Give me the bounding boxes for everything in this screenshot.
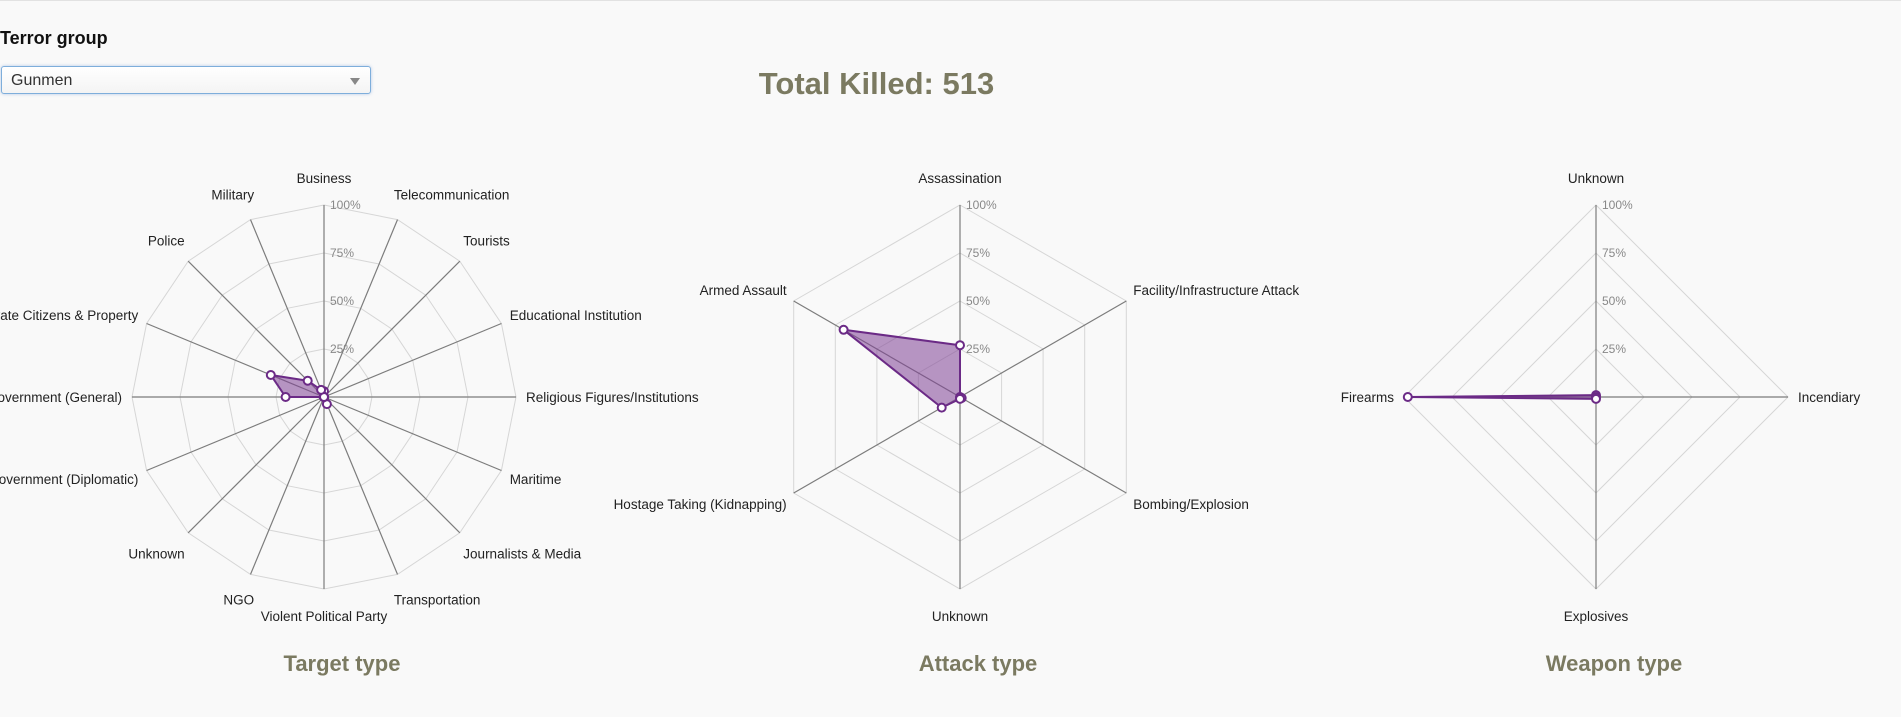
axis-label-incendiary: Incendiary xyxy=(1798,390,1861,405)
axis-label-telecommunication: Telecommunication xyxy=(394,187,510,202)
radar-chart-target-type: 25% 50% 75% 100% Business Telecommunication To… xyxy=(0,171,699,676)
tick-label: 75% xyxy=(330,246,354,260)
tick-label: 100% xyxy=(966,198,997,212)
axis-label-police: Police xyxy=(148,234,185,249)
data-point-explosives[interactable] xyxy=(1591,393,1601,404)
axis-label-military: Military xyxy=(211,187,254,202)
top-border xyxy=(0,0,1901,1)
data-point-hostage-taking-kidnapping[interactable] xyxy=(936,402,947,413)
radar-chart-attack-type: 25% 50% 75% 100% Assassination Facility/Infra… xyxy=(614,171,1300,676)
axis-label-violent-political-party: Violent Political Party xyxy=(261,609,388,624)
axis-spoke xyxy=(146,396,325,472)
axis-label-journalists-media: Journalists & Media xyxy=(463,546,581,561)
axis-spoke xyxy=(323,322,502,398)
data-point-firearms[interactable] xyxy=(1402,392,1413,402)
tick-label: 75% xyxy=(966,246,990,260)
axis-label-unknown: Unknown xyxy=(932,609,988,624)
terror-group-select-value: Gunmen xyxy=(11,72,73,89)
axis-spoke xyxy=(793,396,961,494)
axis-label-firearms: Firearms xyxy=(1341,390,1394,405)
axis-label-government-general: Government (General) xyxy=(0,390,122,405)
chart-title-attack-type: Attack type xyxy=(919,651,1038,676)
axis-label-government-diplomatic: Government (Diplomatic) xyxy=(0,472,138,487)
data-point-armed-assault[interactable] xyxy=(838,324,849,335)
axis-spoke xyxy=(249,396,325,575)
axis-label-assassination: Assassination xyxy=(918,171,1001,186)
tick-label: 25% xyxy=(330,342,354,356)
axis-spoke xyxy=(249,219,325,398)
axis-label-religious-figures-institutions: Religious Figures/Institutions xyxy=(526,390,699,405)
axis-spoke xyxy=(323,219,399,398)
axis-label-hostage-taking-kidnapping: Hostage Taking (Kidnapping) xyxy=(614,497,787,512)
tick-label: 25% xyxy=(1602,342,1626,356)
axis-spoke xyxy=(187,260,325,398)
chevron-down-icon xyxy=(350,78,360,85)
axis-spoke xyxy=(959,396,1127,494)
axis-spoke xyxy=(323,260,461,398)
axis-label-tourists: Tourists xyxy=(463,234,510,249)
data-point-unknown[interactable] xyxy=(955,393,965,404)
axis-label-business: Business xyxy=(297,171,352,186)
axis-label-private-citizens-property: Private Citizens & Property xyxy=(0,308,139,323)
axis-spoke xyxy=(959,300,1127,398)
axis-label-educational-institution: Educational Institution xyxy=(510,308,642,323)
chart-title-target-type: Target type xyxy=(284,651,401,676)
tick-label: 25% xyxy=(966,342,990,356)
axis-label-ngo: NGO xyxy=(223,593,254,608)
axis-label-maritime: Maritime xyxy=(510,472,562,487)
total-killed: Total Killed: 513 xyxy=(758,66,995,101)
data-point-government-general[interactable] xyxy=(280,392,291,402)
data-area xyxy=(1406,394,1597,400)
axis-label-explosives: Explosives xyxy=(1564,609,1629,624)
tick-label: 50% xyxy=(966,294,990,308)
tick-label: 75% xyxy=(1602,246,1626,260)
radar-chart-weapon-type: 25% 50% 75% 100% Unknown Incendiary Explosives… xyxy=(1341,171,1861,676)
axis-spoke xyxy=(323,396,461,534)
data-point-assassination[interactable] xyxy=(955,340,965,351)
data-point-military[interactable] xyxy=(316,384,327,395)
data-area xyxy=(842,328,963,409)
axis-spoke xyxy=(323,396,399,575)
tick-label: 100% xyxy=(330,198,361,212)
axis-label-facility-infrastructure-attack: Facility/Infrastructure Attack xyxy=(1133,283,1299,298)
tick-label: 50% xyxy=(330,294,354,308)
terror-group-select[interactable]: Gunmen xyxy=(1,66,371,94)
axis-label-armed-assault: Armed Assault xyxy=(700,283,787,298)
tick-label: 100% xyxy=(1602,198,1633,212)
axis-spoke xyxy=(323,396,502,472)
terror-group-label: Terror group xyxy=(0,28,108,48)
chart-title-weapon-type: Weapon type xyxy=(1546,651,1683,676)
data-point-private-citizens-property[interactable] xyxy=(265,370,276,380)
axis-label-transportation: Transportation xyxy=(394,593,481,608)
data-point-police[interactable] xyxy=(302,375,313,386)
axis-label-unknown: Unknown xyxy=(128,546,184,561)
axis-spoke xyxy=(187,396,325,534)
tick-label: 50% xyxy=(1602,294,1626,308)
axis-label-bombing-explosion: Bombing/Explosion xyxy=(1133,497,1249,512)
axis-label-unknown: Unknown xyxy=(1568,171,1624,186)
